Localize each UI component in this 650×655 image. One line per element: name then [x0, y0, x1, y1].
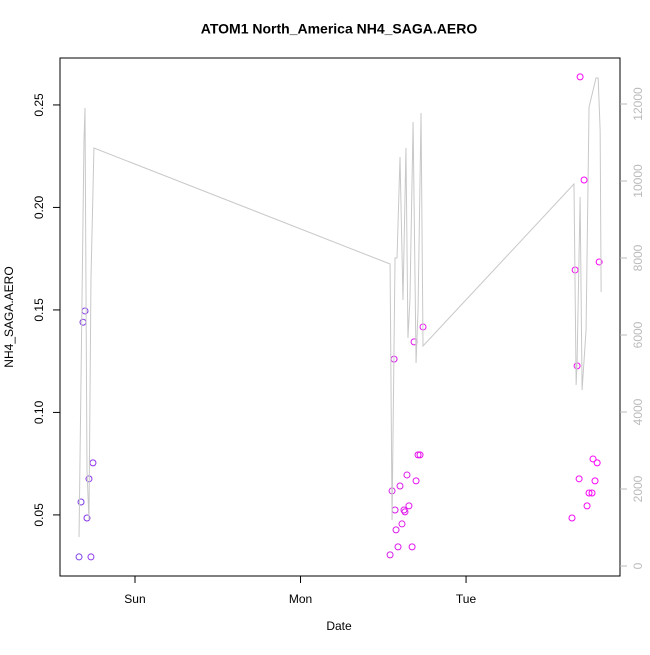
data-point — [401, 508, 409, 516]
y2-tick-label: 12000 — [631, 87, 645, 121]
data-point — [414, 451, 422, 459]
data-point — [568, 514, 576, 522]
y-tick-label: 0.25 — [32, 93, 46, 117]
y2-tick-label: 8000 — [631, 244, 645, 271]
data-point — [575, 475, 583, 483]
data-point — [408, 543, 416, 551]
y2-tick-label: 2000 — [631, 475, 645, 502]
data-point — [580, 176, 588, 184]
data-point — [398, 520, 406, 528]
data-point — [77, 498, 85, 506]
data-point — [392, 526, 400, 534]
data-point — [583, 502, 591, 510]
data-point — [591, 477, 599, 485]
data-point — [416, 451, 424, 459]
y2-tick-label: 6000 — [631, 321, 645, 348]
data-point — [588, 489, 596, 497]
y-tick-label: 0.05 — [32, 503, 46, 527]
data-point — [394, 543, 402, 551]
data-point — [405, 502, 413, 510]
data-point — [412, 477, 420, 485]
data-point — [593, 459, 601, 467]
altitude-line — [78, 77, 602, 538]
data-point — [87, 553, 95, 561]
y-tick-label: 0.20 — [32, 195, 46, 219]
y-tick-label: 0.10 — [32, 400, 46, 424]
x-tick-label: Sun — [124, 592, 145, 606]
data-point — [386, 551, 394, 559]
x-tick-label: Mon — [289, 592, 312, 606]
data-point — [595, 258, 603, 266]
y-tick-label: 0.15 — [32, 298, 46, 322]
plot-frame — [59, 57, 621, 577]
data-point — [403, 471, 411, 479]
data-point — [75, 553, 83, 561]
y-axis-label: NH4_SAGA.AERO — [2, 266, 16, 367]
data-point — [585, 489, 593, 497]
x-axis-label: Date — [326, 619, 352, 633]
y2-tick-label: 4000 — [631, 398, 645, 425]
y2-tick-label: 10000 — [631, 164, 645, 198]
data-point — [396, 482, 404, 490]
data-point — [83, 514, 91, 522]
chart-title: ATOM1 North_America NH4_SAGA.AERO — [201, 21, 478, 37]
data-point — [589, 455, 597, 463]
y2-tick-label: 0 — [631, 562, 645, 569]
x-tick-label: Tue — [456, 592, 477, 606]
data-point — [576, 73, 584, 81]
